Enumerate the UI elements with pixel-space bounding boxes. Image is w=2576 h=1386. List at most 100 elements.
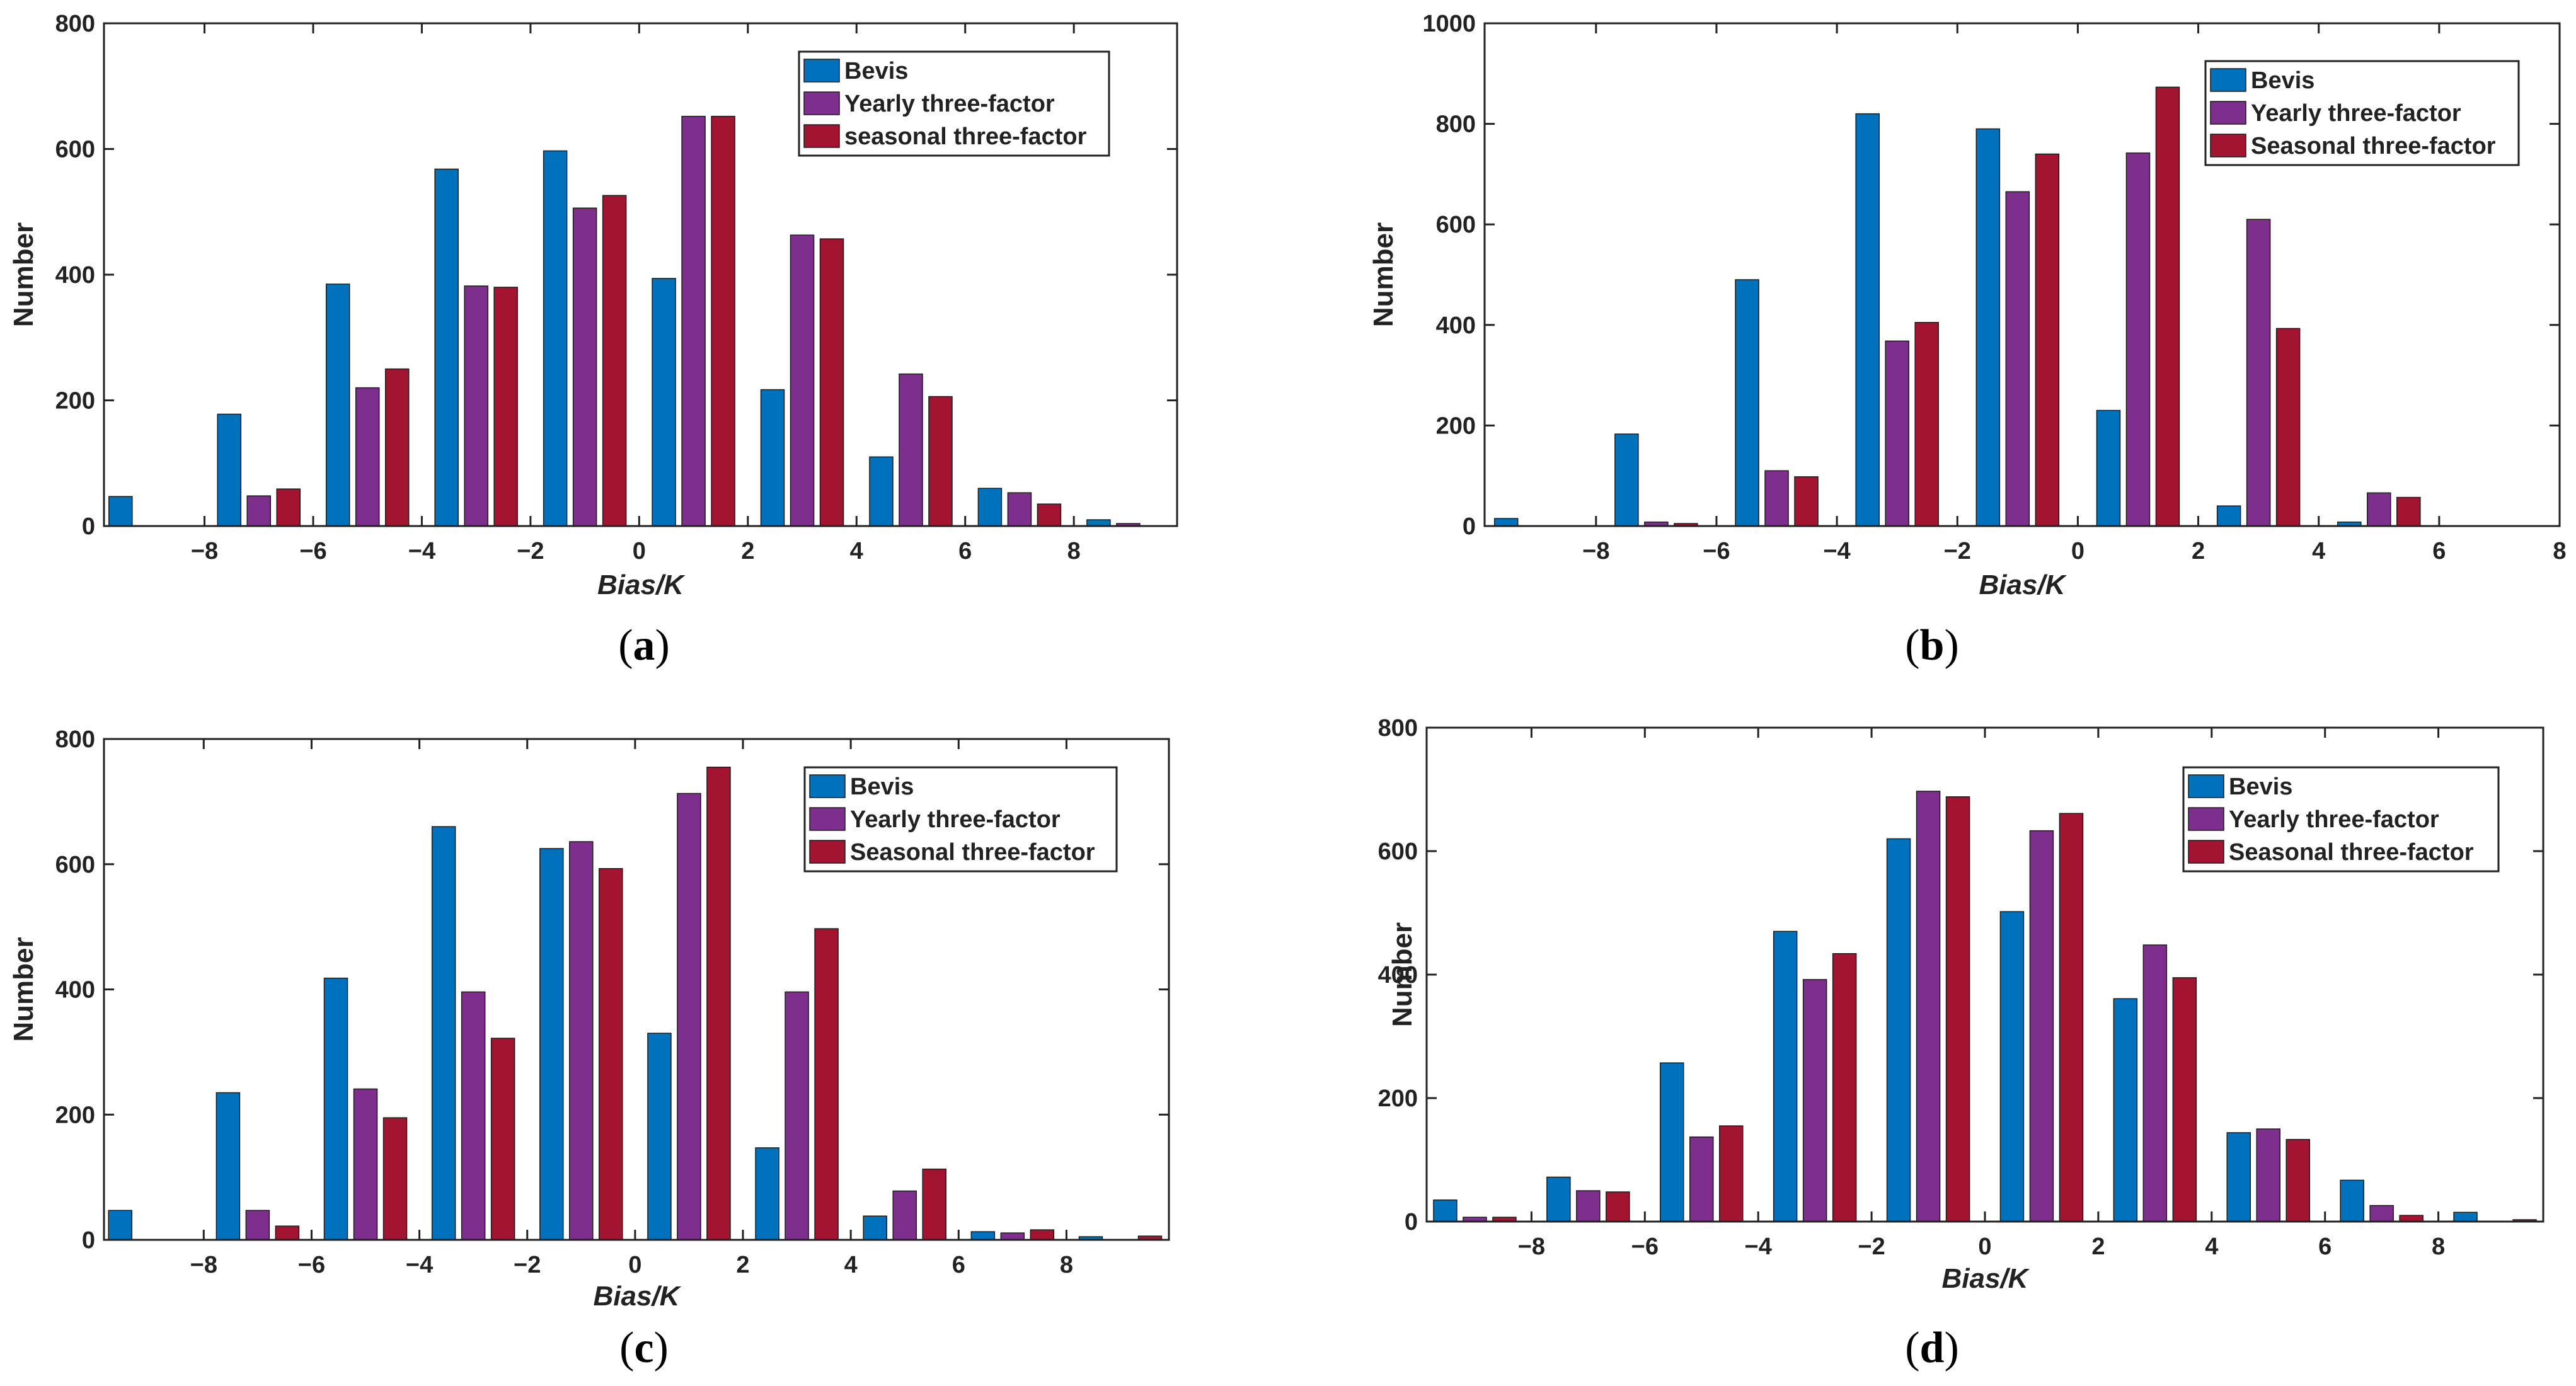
bar-a-s2-5 xyxy=(711,115,735,527)
x-tick-label-d-2: −4 xyxy=(1745,1234,1772,1260)
y-tick-label-a-3: 600 xyxy=(55,137,95,163)
chart-c: −8 −6 −4 −2 0 2 4 6 8 0 200 400 600 800 Bias/K Number Be… xyxy=(8,726,1170,1312)
x-tick-label-c-7: 6 xyxy=(952,1252,965,1278)
y-tick-label-b-0: 0 xyxy=(1463,513,1476,540)
legend-box-b xyxy=(2204,60,2520,166)
bar-a-s1-3 xyxy=(464,285,488,527)
bar-a-s0-5 xyxy=(652,278,676,527)
chart-panel-c: −8 −6 −4 −2 0 2 4 6 8 0 200 400 600 800 Bias/K Number Be… xyxy=(0,693,1288,1386)
y-tick-label-c-3: 600 xyxy=(55,852,95,878)
x-tick-label-d-8: 8 xyxy=(2432,1234,2445,1260)
y-axis-title-b: Number xyxy=(1368,222,1399,327)
panel-label-d: (d) xyxy=(1905,1324,1959,1372)
y-tick-label-d-0: 0 xyxy=(1405,1209,1418,1235)
x-tick-label-d-6: 4 xyxy=(2205,1234,2218,1260)
bar-b-s2-3 xyxy=(1914,322,1939,527)
legend-swatch-d-0 xyxy=(2188,774,2224,798)
axes-box-b xyxy=(1483,22,2561,527)
legend-label-a-2: seasonal three-factor xyxy=(844,123,1087,150)
bar-a-s0-7 xyxy=(869,456,894,527)
bar-d-s1-3 xyxy=(1802,979,1827,1222)
legend-swatch-b-0 xyxy=(2210,68,2246,92)
bar-d-s0-4 xyxy=(1886,838,1911,1222)
bar-c-s1-8 xyxy=(1000,1232,1025,1240)
x-axis-title-d: Bias/K xyxy=(1942,1263,2030,1294)
bar-c-s0-5 xyxy=(647,1033,672,1240)
bar-d-s0-9 xyxy=(2453,1211,2478,1222)
bar-a-s1-5 xyxy=(681,115,706,527)
x-axis-title-a: Bias/K xyxy=(597,570,686,600)
bar-d-s1-8 xyxy=(2369,1205,2394,1222)
y-axis-title-a: Number xyxy=(8,222,39,327)
panel-label-a: (a) xyxy=(618,621,670,670)
bar-a-s2-1 xyxy=(276,488,301,527)
x-tick-label-d-5: 2 xyxy=(2091,1234,2105,1260)
x-tick-label-c-3: −2 xyxy=(514,1252,541,1278)
legend-swatch-c-2 xyxy=(809,840,846,864)
legend-label-a-1: Yearly three-factor xyxy=(844,91,1055,117)
bar-a-s0-1 xyxy=(217,413,241,527)
bar-a-s1-1 xyxy=(246,495,271,527)
bar-d-s0-2 xyxy=(1660,1062,1684,1222)
bar-d-s1-1 xyxy=(1576,1190,1601,1222)
legend-label-a-0: Bevis xyxy=(844,58,908,84)
bar-a-s1-2 xyxy=(355,387,380,527)
legend-swatch-a-2 xyxy=(803,124,840,148)
chart-panel-d: −8 −6 −4 −2 0 2 4 6 8 0 200 400 600 800 Bias/K Number Be… xyxy=(1288,693,2576,1386)
x-tick-label-d-7: 6 xyxy=(2318,1234,2332,1260)
x-tick-label-b-8: 8 xyxy=(2553,538,2566,564)
y-tick-label-c-4: 800 xyxy=(55,726,95,753)
bar-b-s1-4 xyxy=(2005,191,2030,527)
legend-label-b-0: Bevis xyxy=(2251,67,2314,94)
bar-a-s0-3 xyxy=(434,168,459,527)
y-tick-label-c-0: 0 xyxy=(82,1227,95,1254)
x-tick-label-c-5: 2 xyxy=(736,1252,749,1278)
chart-b: −8 −6 −4 −2 0 2 4 6 8 0 200 400 600 800 1000 Bias/K Numb… xyxy=(1368,11,2567,600)
bar-d-s0-0 xyxy=(1433,1199,1458,1222)
legend-swatch-a-1 xyxy=(803,91,840,115)
x-tick-label-c-4: 0 xyxy=(628,1252,641,1278)
legend-box-a xyxy=(798,50,1110,157)
bar-b-s0-0 xyxy=(1493,518,1519,527)
bar-a-s2-8 xyxy=(1037,503,1062,527)
x-tick-label-b-5: 2 xyxy=(2192,538,2205,564)
panel-label-c: (c) xyxy=(619,1324,669,1372)
bar-d-s1-7 xyxy=(2256,1128,2280,1222)
bar-b-s1-2 xyxy=(1764,470,1789,527)
bar-b-s2-4 xyxy=(2035,153,2060,527)
bar-d-s0-3 xyxy=(1773,931,1798,1222)
bar-a-s2-3 xyxy=(493,287,518,527)
legend-swatch-c-1 xyxy=(809,807,846,831)
bar-d-s2-4 xyxy=(1945,796,1970,1222)
bar-d-s2-7 xyxy=(2286,1138,2310,1222)
bar-d-s2-2 xyxy=(1719,1125,1744,1222)
bar-d-s2-1 xyxy=(1606,1191,1630,1222)
bar-a-s0-2 xyxy=(325,284,350,527)
bar-b-s2-6 xyxy=(2275,328,2301,527)
x-axis-title-b: Bias/K xyxy=(1979,570,2067,600)
x-tick-label-b-4: 0 xyxy=(2071,538,2084,564)
panel-label-b: (b) xyxy=(1905,621,1959,670)
legend-swatch-d-2 xyxy=(2188,840,2224,864)
bar-a-s0-0 xyxy=(108,496,133,527)
bar-a-s1-7 xyxy=(899,373,923,527)
y-tick-label-c-1: 200 xyxy=(55,1102,95,1128)
y-axis-title-c: Number xyxy=(8,937,39,1041)
legend-swatch-b-2 xyxy=(2210,134,2246,158)
x-tick-label-b-3: −2 xyxy=(1944,538,1971,564)
y-tick-label-d-3: 600 xyxy=(1378,839,1418,865)
y-tick-label-d-2: 400 xyxy=(1378,962,1418,988)
x-tick-label-c-2: −4 xyxy=(406,1252,433,1278)
x-tick-label-a-3: −2 xyxy=(517,538,544,564)
bar-b-s1-3 xyxy=(1885,340,1909,527)
bar-d-s0-7 xyxy=(2226,1132,2251,1222)
bar-c-s1-2 xyxy=(353,1088,378,1240)
y-tick-label-c-2: 400 xyxy=(55,977,95,1004)
bar-a-s1-4 xyxy=(572,207,597,527)
bar-c-s1-6 xyxy=(785,991,809,1240)
bar-d-s0-1 xyxy=(1546,1176,1571,1222)
legend-label-b-2: Seasonal three-factor xyxy=(2251,133,2496,159)
y-tick-label-a-0: 0 xyxy=(82,513,95,540)
legend-swatch-d-1 xyxy=(2188,807,2224,831)
chart-panel-b: −8 −6 −4 −2 0 2 4 6 8 0 200 400 600 800 1000 Bias/K Numb… xyxy=(1288,0,2576,693)
